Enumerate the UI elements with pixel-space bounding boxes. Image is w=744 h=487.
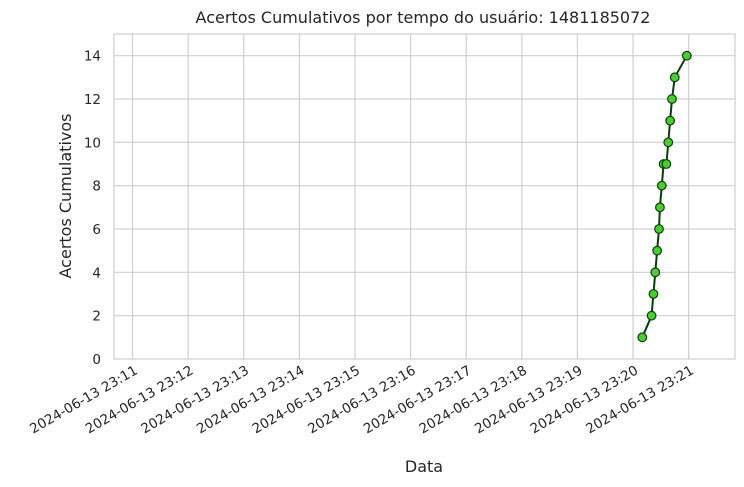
y-tick-label: 14 <box>84 49 101 65</box>
plot-frame <box>113 33 736 360</box>
y-tick-label: 6 <box>92 222 101 238</box>
y-tick-label: 0 <box>92 352 101 368</box>
y-tick-label: 8 <box>92 179 101 195</box>
data-point <box>654 224 664 234</box>
grid-lines <box>114 34 735 359</box>
data-point <box>661 159 672 169</box>
series-layer <box>637 50 692 343</box>
y-tick-label: 4 <box>92 265 101 281</box>
y-tick-label: 10 <box>84 135 101 151</box>
chart-title: Acertos Cumulativos por tempo do usuário… <box>196 8 651 27</box>
y-tick-label: 12 <box>84 92 101 108</box>
data-point <box>655 202 665 213</box>
x-axis-title: Data <box>405 457 443 476</box>
data-point <box>665 115 676 126</box>
data-point <box>681 50 692 61</box>
y-tick-label: 2 <box>92 309 101 325</box>
data-point <box>648 289 659 299</box>
data-point <box>663 137 674 148</box>
data-point <box>646 310 657 321</box>
data-point <box>656 180 667 191</box>
y-axis-title: Acertos Cumulativos <box>56 114 75 279</box>
y-axis-ticks: 0 2 4 6 8 10 12 14 <box>84 49 101 368</box>
data-point <box>637 332 648 343</box>
data-point <box>667 94 677 104</box>
data-point <box>650 267 661 278</box>
data-point <box>669 72 680 83</box>
data-point <box>652 245 663 256</box>
